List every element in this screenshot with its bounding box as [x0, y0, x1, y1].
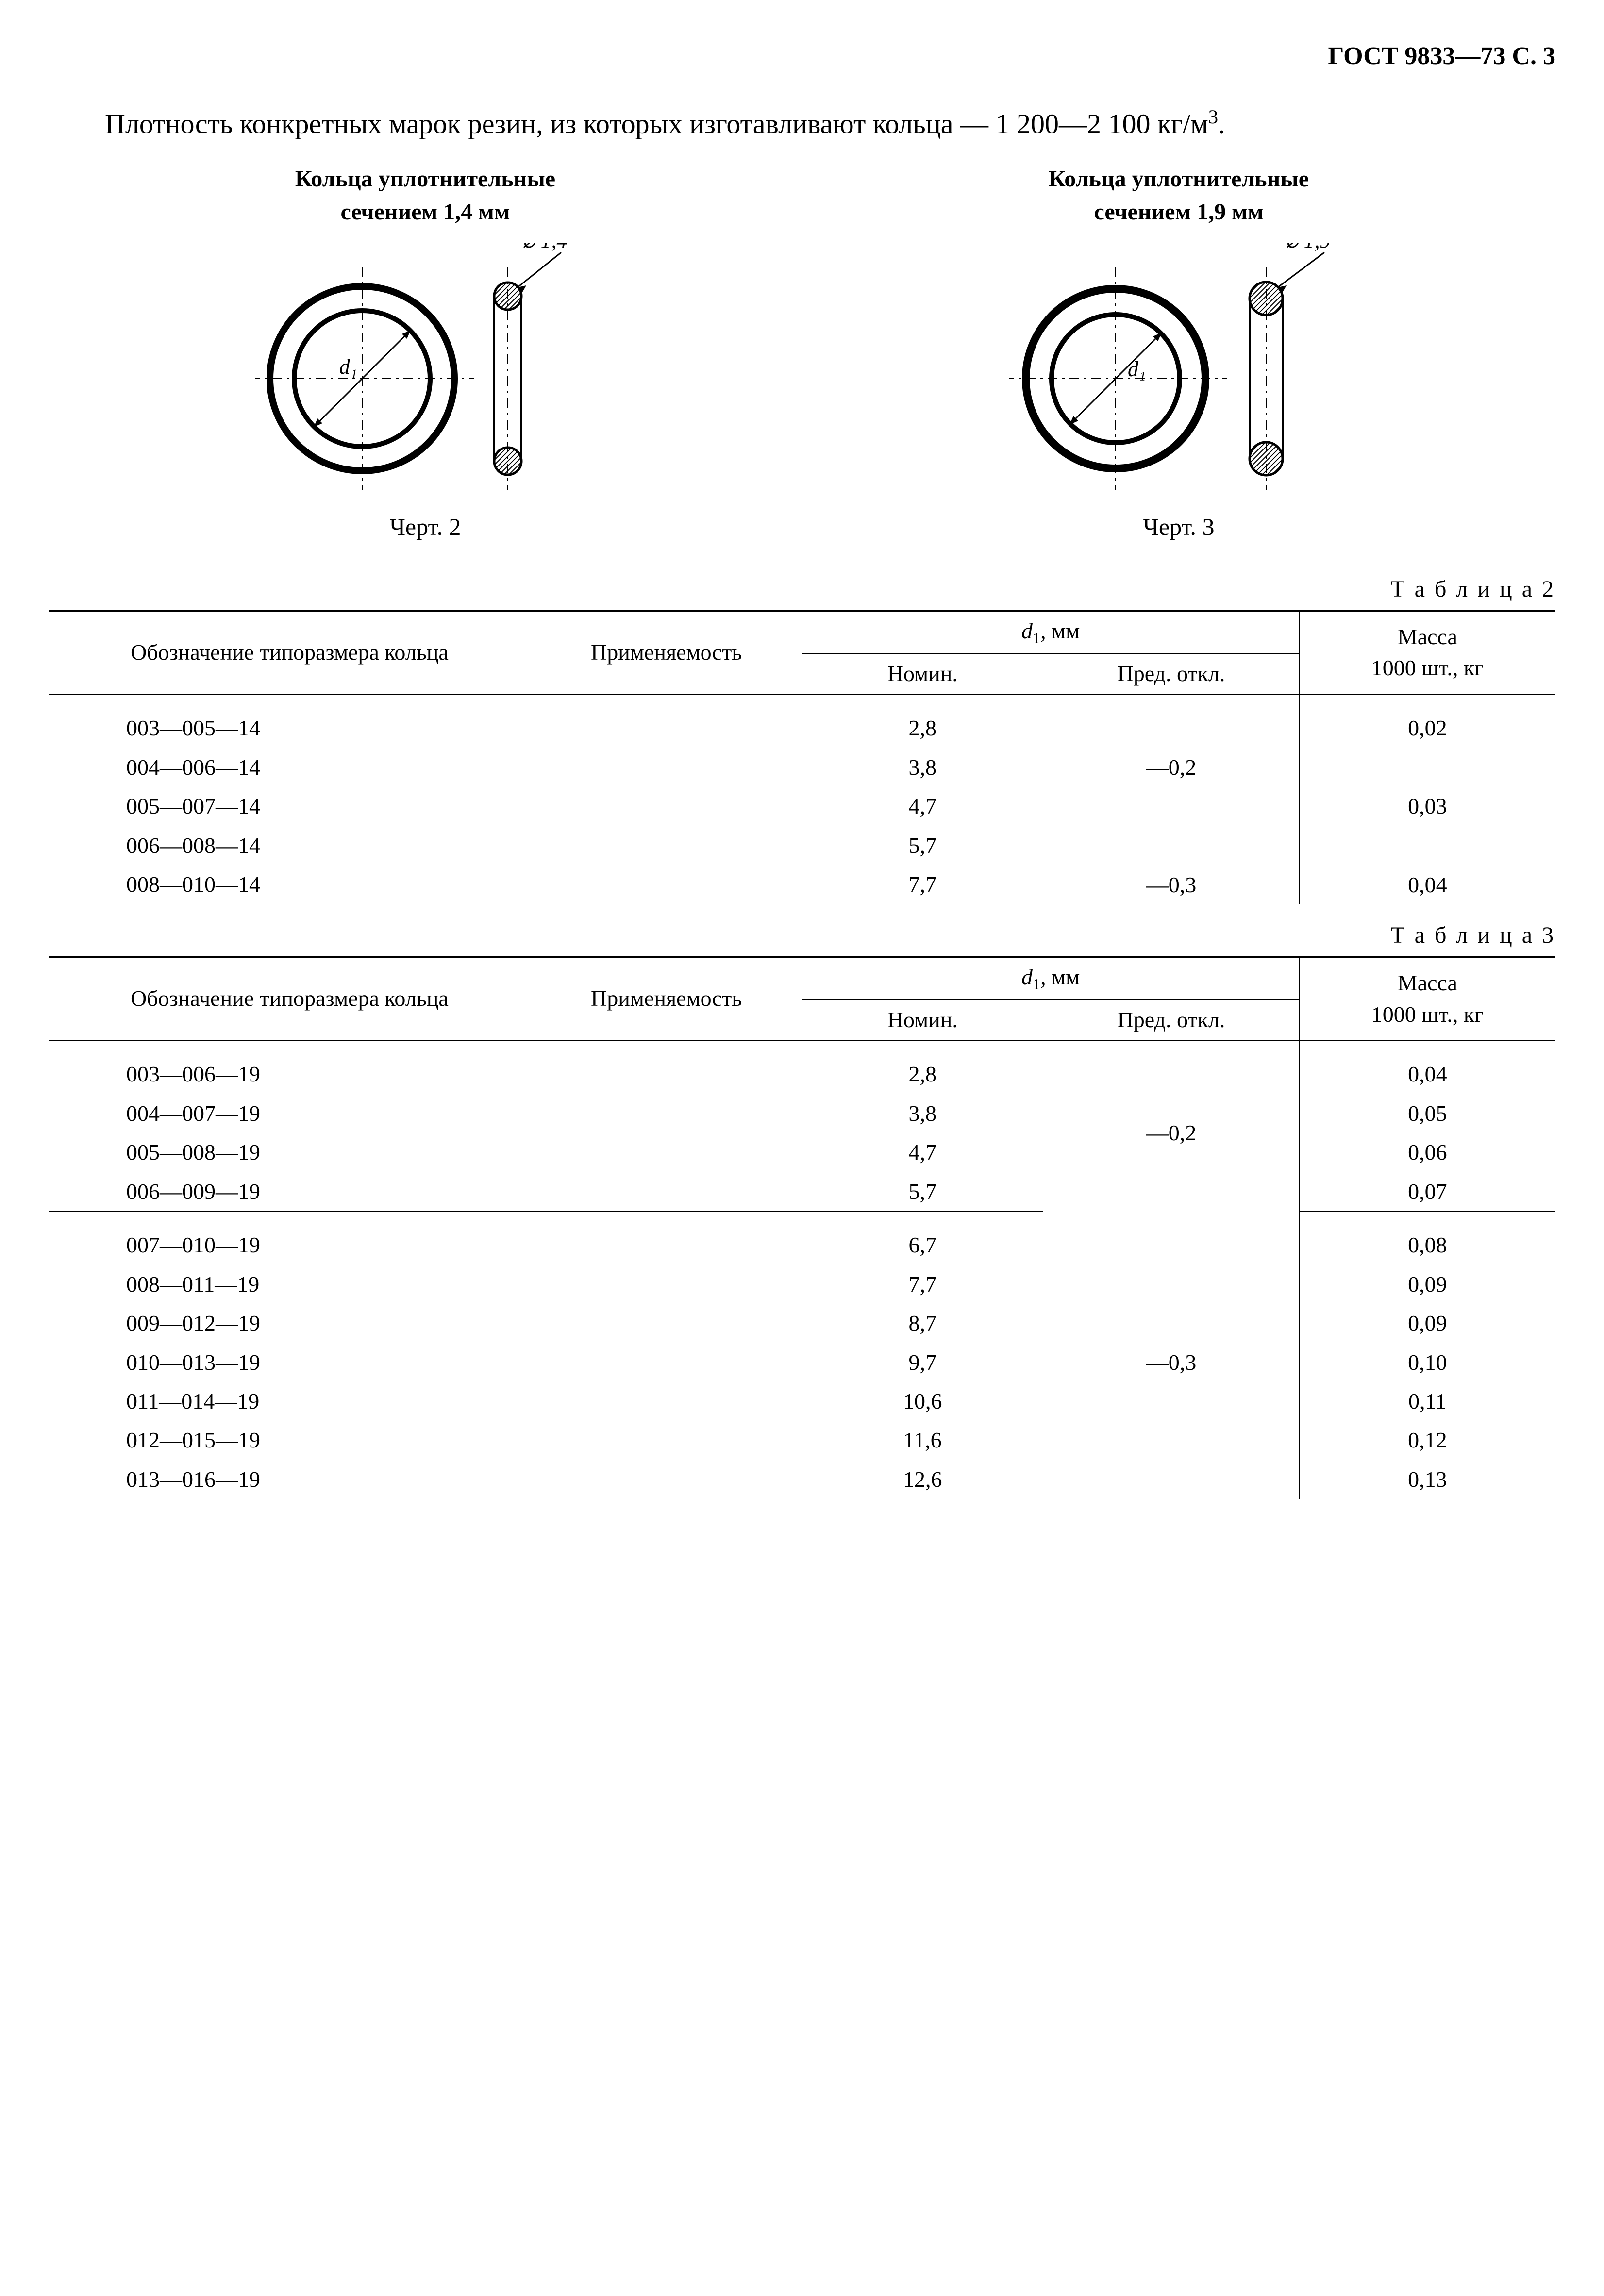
figures-row: Кольца уплотнительные сечением 1,4 мм d₁: [49, 163, 1555, 543]
table-row: 005—008—19 4,7 0,06: [49, 1133, 1555, 1172]
table-row: 004—007—19 3,8 0,05: [49, 1094, 1555, 1133]
table-row: 003—005—14 2,8 0,02: [49, 709, 1555, 748]
table-row: 012—015—19 11,6 0,12: [49, 1421, 1555, 1460]
table2-label: Т а б л и ц а 2: [49, 573, 1555, 605]
table-row: 013—016—19 12,6 0,13: [49, 1460, 1555, 1499]
t2-col3a: Номин.: [802, 654, 1043, 694]
intro-exp: 3: [1208, 106, 1218, 128]
table-row: 007—010—19 6,7 —0,3 0,08: [49, 1226, 1555, 1264]
table3: Обозначение типоразмера кольца Применяем…: [49, 956, 1555, 1499]
svg-text:d₁: d₁: [339, 355, 357, 379]
table-row: 009—012—19 8,7 0,09: [49, 1304, 1555, 1343]
intro-dot: .: [1218, 108, 1225, 139]
svg-text:⌀ 1,4: ⌀ 1,4: [522, 243, 568, 252]
intro-text: Плотность конкретных марок резин, из кот…: [105, 108, 1208, 139]
t2-col1: Обозначение типоразмера кольца: [49, 611, 531, 694]
page-header: ГОСТ 9833—73 С. 3: [49, 39, 1555, 74]
table-row: 006—008—14 5,7: [49, 826, 1555, 865]
figure-2-caption: Черт. 2: [49, 510, 802, 544]
figure-3-svg: d₁ ⌀ 1,9: [1009, 243, 1349, 495]
t3-col3b: Пред. откл.: [1043, 1000, 1300, 1040]
figure-3-title: Кольца уплотнительные сечением 1,9 мм: [802, 163, 1555, 228]
table-row: 004—006—14 3,8 —0,2: [49, 748, 1555, 787]
table-row: 008—011—19 7,7 0,09: [49, 1265, 1555, 1304]
svg-text:d₁: d₁: [1128, 357, 1146, 381]
figure-3-block: Кольца уплотнительные сечением 1,9 мм d₁: [802, 163, 1555, 543]
table3-label: Т а б л и ц а 3: [49, 919, 1555, 951]
figure-2-svg: d₁ ⌀ 1,4: [255, 243, 595, 495]
table-row: 006—009—19 5,7 0,07: [49, 1172, 1555, 1212]
t2-col3g: d1, мм: [802, 611, 1299, 653]
t3-col1: Обозначение типоразмера кольца: [49, 957, 531, 1041]
table2: Обозначение типоразмера кольца Применяем…: [49, 610, 1555, 904]
table-row: 005—007—14 4,7 0,03: [49, 787, 1555, 826]
figure-3-caption: Черт. 3: [802, 510, 1555, 544]
table-row: 008—010—14 7,7 —0,3 0,04: [49, 865, 1555, 904]
figure-2-title: Кольца уплотнительные сечением 1,4 мм: [49, 163, 802, 228]
t2-col4: Масса 1000 шт., кг: [1299, 611, 1555, 694]
intro-paragraph: Плотность конкретных марок резин, из кот…: [49, 103, 1555, 144]
svg-text:⌀ 1,9: ⌀ 1,9: [1286, 243, 1331, 252]
t2-col2: Применяемость: [531, 611, 802, 694]
t3-col2: Применяемость: [531, 957, 802, 1041]
t3-col4: Масса 1000 шт., кг: [1299, 957, 1555, 1041]
table-row: 003—006—19 2,8 —0,2 0,04: [49, 1055, 1555, 1094]
t3-col3g: d1, мм: [802, 957, 1299, 1000]
t2-col3b: Пред. откл.: [1043, 654, 1300, 694]
t3-col3a: Номин.: [802, 1000, 1043, 1040]
table-row: 011—014—19 10,6 0,11: [49, 1382, 1555, 1421]
figure-2-block: Кольца уплотнительные сечением 1,4 мм d₁: [49, 163, 802, 543]
table-row: 010—013—19 9,7 0,10: [49, 1343, 1555, 1382]
